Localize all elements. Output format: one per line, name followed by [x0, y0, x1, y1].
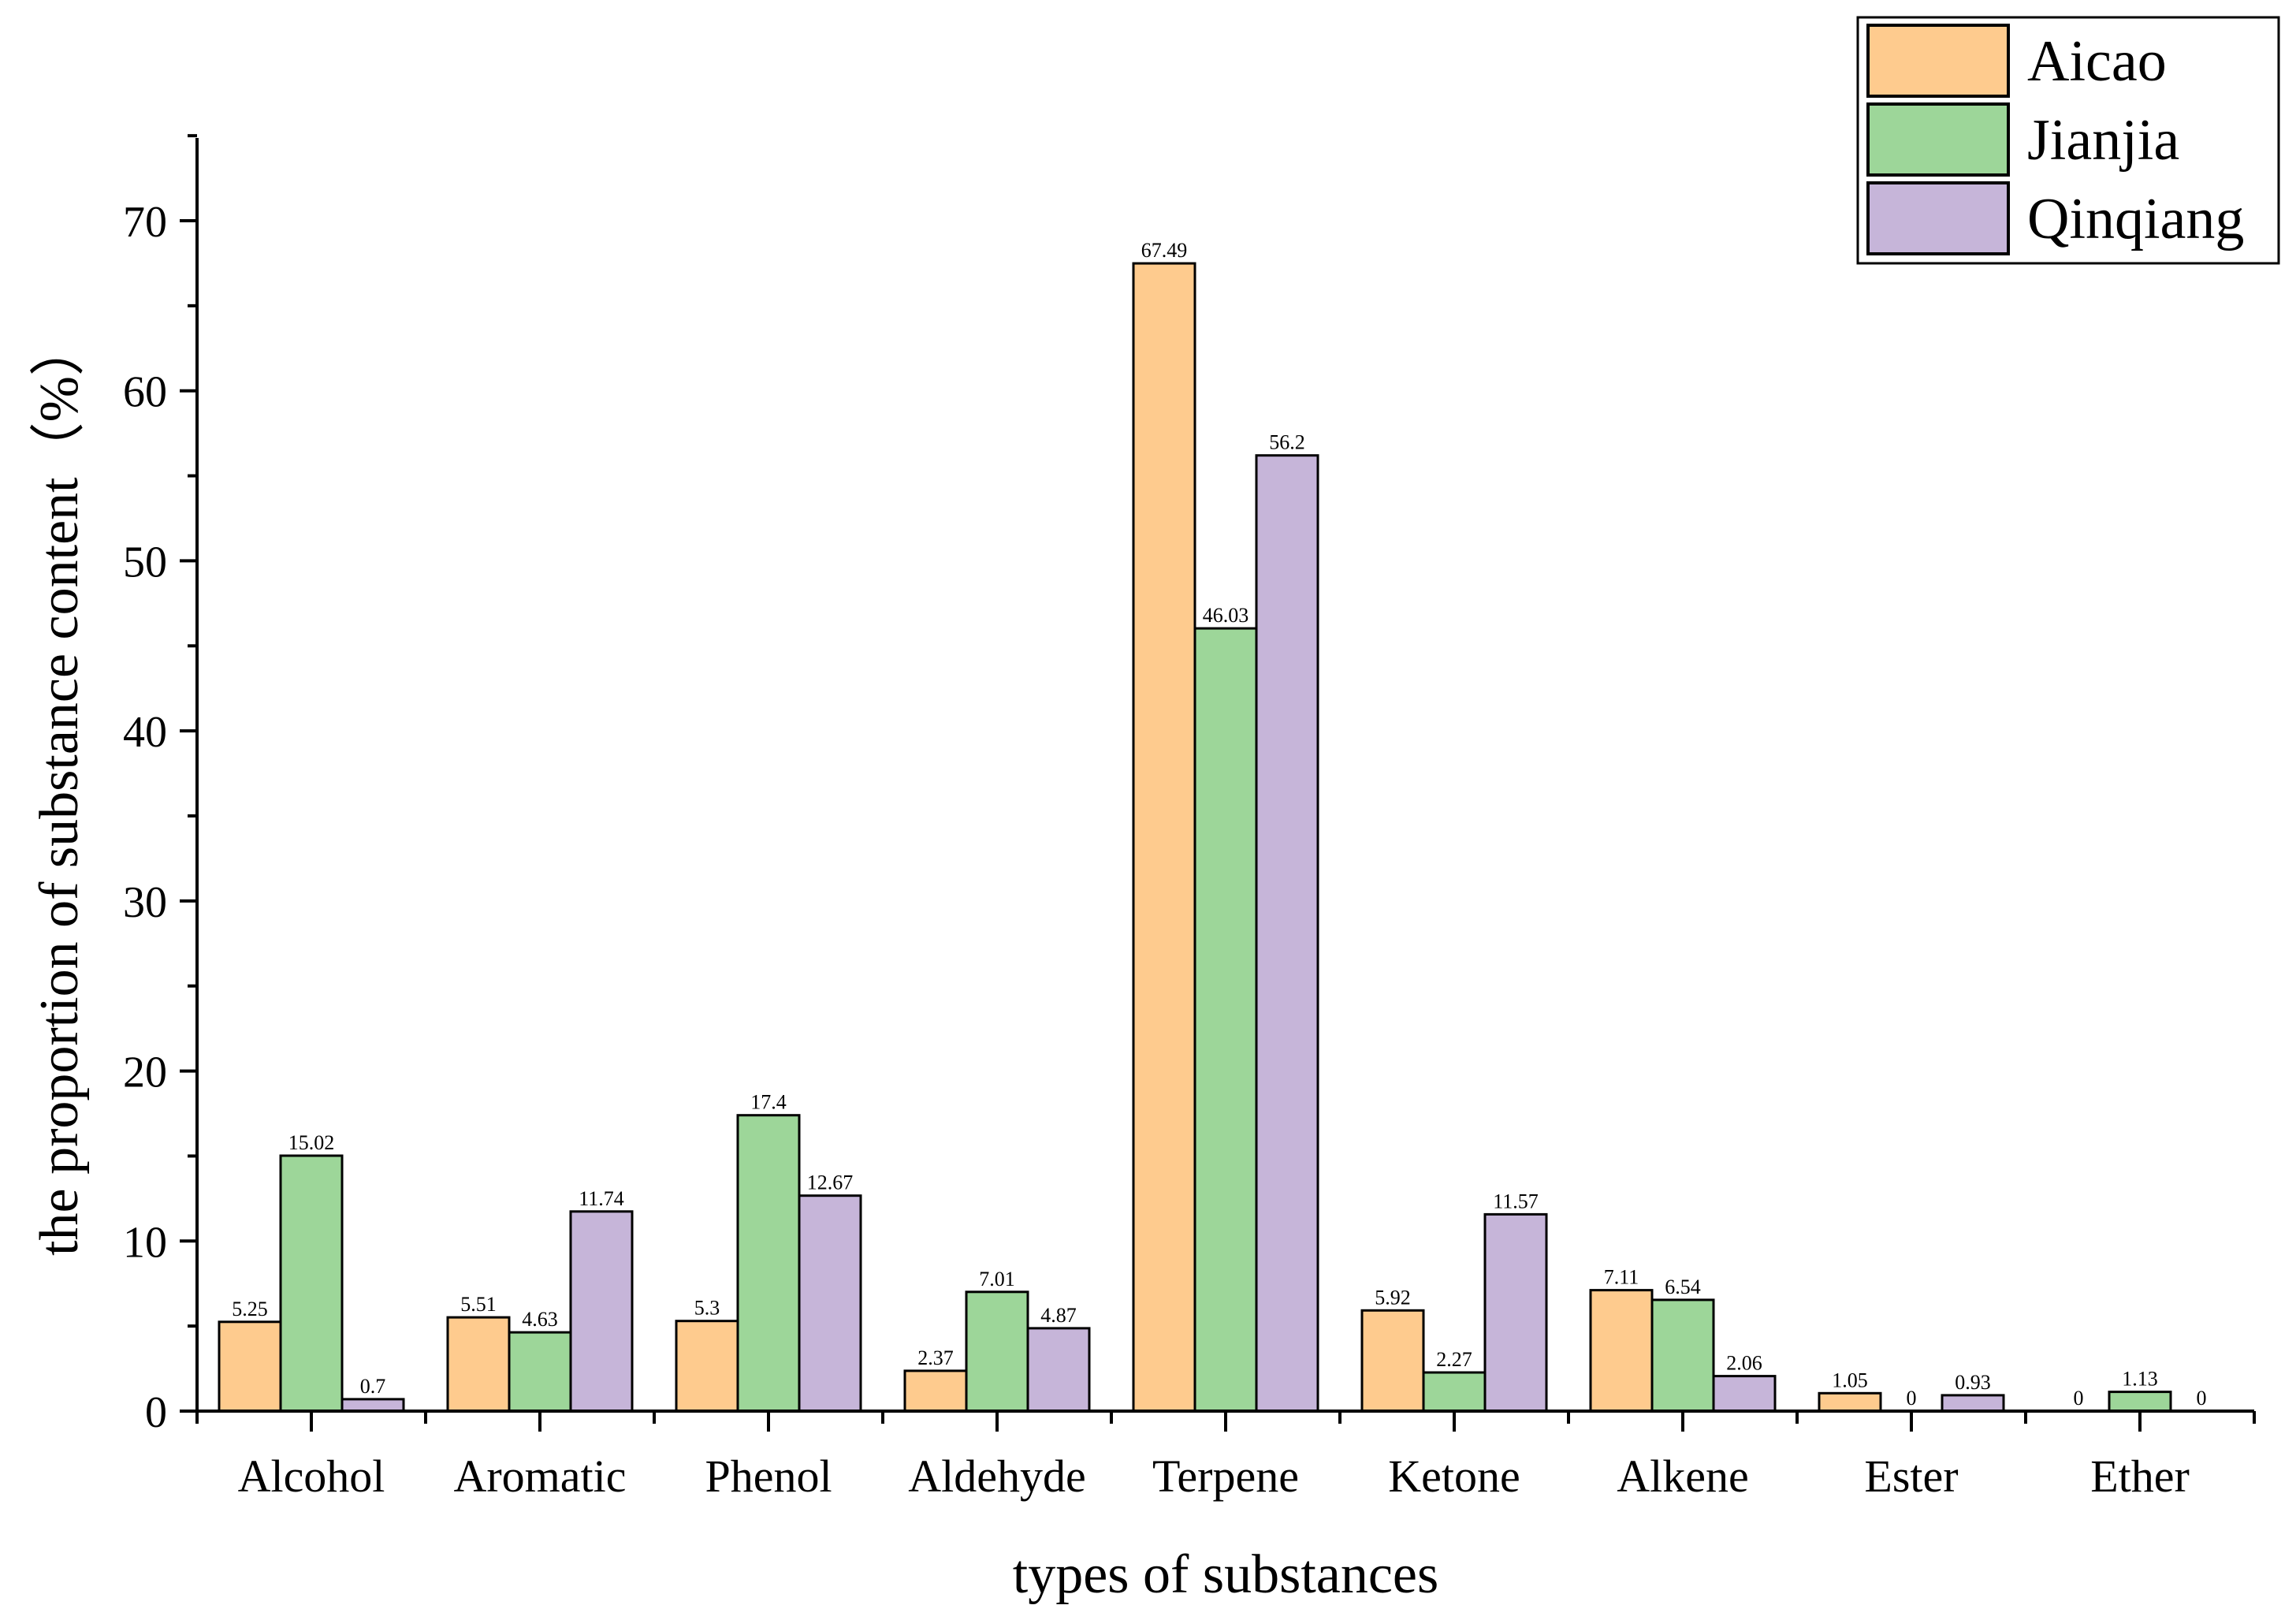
axes-layer: 0 10 20 30 40 50 60 70 Alcohol Aromatic Phenol Alde…	[123, 134, 2256, 1502]
bar-jianjia-alcohol	[279, 1154, 344, 1413]
y-tick-label: 50	[123, 538, 167, 587]
legend-swatch-qinqiang	[1866, 181, 2010, 255]
category-label-phenol: Phenol	[705, 1451, 832, 1502]
bar-qinqiang-alkene	[1712, 1375, 1777, 1413]
y-tick-label: 60	[123, 368, 167, 417]
bar-qinqiang-ketone	[1483, 1212, 1548, 1413]
legend: Aicao Jianjia Qinqiang	[1856, 16, 2280, 265]
bar-jianjia-ketone	[1422, 1371, 1487, 1413]
data-label-aicao-phenol: 5.3	[694, 1297, 720, 1320]
bar-aicao-alcohol	[218, 1320, 282, 1413]
bar-aicao-terpene	[1132, 262, 1196, 1413]
bar-qinqiang-terpene	[1255, 454, 1319, 1413]
bar-aicao-ketone	[1360, 1309, 1425, 1413]
bar-aicao-phenol	[675, 1320, 739, 1413]
legend-label-jianjia: Jianjia	[2027, 108, 2179, 173]
legend-swatch-aicao	[1866, 24, 2010, 98]
bar-jianjia-alkene	[1650, 1298, 1715, 1413]
data-label-aicao-alkene: 7.11	[1604, 1266, 1639, 1289]
data-label-aicao-ether: 0	[2074, 1387, 2084, 1410]
bar-qinqiang-aromatic	[569, 1210, 634, 1413]
data-label-aicao-ester: 1.05	[1832, 1369, 1868, 1391]
data-label-qinqiang-aldehyde: 4.87	[1040, 1304, 1077, 1327]
data-label-aicao-terpene: 67.49	[1141, 239, 1188, 262]
data-label-qinqiang-aromatic: 11.74	[579, 1187, 624, 1210]
data-label-jianjia-phenol: 17.4	[750, 1091, 787, 1114]
data-label-jianjia-ester: 0	[1907, 1387, 1917, 1410]
bar-jianjia-aldehyde	[965, 1290, 1029, 1413]
bar-qinqiang-phenol	[798, 1194, 862, 1413]
bar-qinqiang-alcohol	[340, 1398, 405, 1413]
legend-label-qinqiang: Qinqiang	[2027, 187, 2244, 251]
bar-aicao-aldehyde	[903, 1369, 968, 1413]
category-label-alcohol: Alcohol	[238, 1451, 385, 1502]
bar-jianjia-terpene	[1193, 627, 1258, 1413]
data-label-qinqiang-ester: 0.93	[1955, 1371, 1991, 1394]
bar-jianjia-aromatic	[508, 1331, 572, 1413]
bar-qinqiang-aldehyde	[1026, 1327, 1091, 1413]
bar-jianjia-phenol	[736, 1114, 801, 1413]
y-tick-label: 10	[123, 1218, 167, 1267]
data-label-qinqiang-alkene: 2.06	[1726, 1352, 1762, 1375]
category-label-aromatic: Aromatic	[453, 1451, 626, 1502]
category-label-ester: Ester	[1864, 1451, 1958, 1502]
bar-qinqiang-ester	[1941, 1394, 2005, 1413]
bars-layer	[218, 262, 2172, 1413]
data-label-jianjia-alcohol: 15.02	[288, 1131, 335, 1154]
data-label-jianjia-aromatic: 4.63	[522, 1308, 558, 1331]
data-label-jianjia-aldehyde: 7.01	[979, 1268, 1015, 1290]
y-axis-title: the proportion of substance content（%）	[29, 321, 90, 1256]
y-tick-label: 70	[123, 198, 167, 247]
data-label-qinqiang-phenol: 12.67	[807, 1171, 854, 1194]
bar-aicao-aromatic	[446, 1316, 511, 1413]
y-tick-label: 30	[123, 878, 167, 927]
data-label-aicao-alcohol: 5.25	[232, 1298, 268, 1320]
legend-swatch-jianjia	[1866, 102, 2010, 177]
category-label-alkene: Alkene	[1617, 1451, 1749, 1502]
y-tick-label: 20	[123, 1048, 167, 1097]
x-axis-title: types of substances	[1013, 1544, 1438, 1605]
data-label-qinqiang-terpene: 56.2	[1269, 431, 1305, 454]
category-label-aldehyde: Aldehyde	[908, 1451, 1086, 1502]
data-label-qinqiang-ether: 0	[2197, 1387, 2207, 1410]
bar-aicao-alkene	[1589, 1289, 1654, 1413]
category-label-ketone: Ketone	[1388, 1451, 1520, 1502]
y-tick-label: 40	[123, 708, 167, 757]
bar-jianjia-ether	[2108, 1391, 2172, 1413]
data-labels-layer: 5.25 15.02 0.7 5.51 4.63 11.74 5.3 17.4 12.67 2.3…	[232, 239, 2206, 1410]
data-label-aicao-aromatic: 5.51	[460, 1293, 497, 1316]
legend-label-aicao: Aicao	[2027, 29, 2167, 94]
data-label-aicao-ketone: 5.92	[1375, 1286, 1411, 1309]
data-label-jianjia-terpene: 46.03	[1203, 604, 1249, 627]
y-tick-label: 0	[145, 1388, 167, 1437]
bar-aicao-ester	[1818, 1391, 1882, 1413]
data-label-aicao-aldehyde: 2.37	[917, 1346, 954, 1369]
data-label-jianjia-ketone: 2.27	[1436, 1348, 1472, 1371]
data-label-jianjia-alkene: 6.54	[1665, 1276, 1701, 1298]
data-label-qinqiang-ketone: 11.57	[1493, 1190, 1539, 1212]
category-label-ether: Ether	[2090, 1451, 2190, 1502]
data-label-jianjia-ether: 1.13	[2122, 1368, 2158, 1391]
category-label-terpene: Terpene	[1152, 1451, 1299, 1502]
data-label-qinqiang-alcohol: 0.7	[360, 1375, 386, 1398]
